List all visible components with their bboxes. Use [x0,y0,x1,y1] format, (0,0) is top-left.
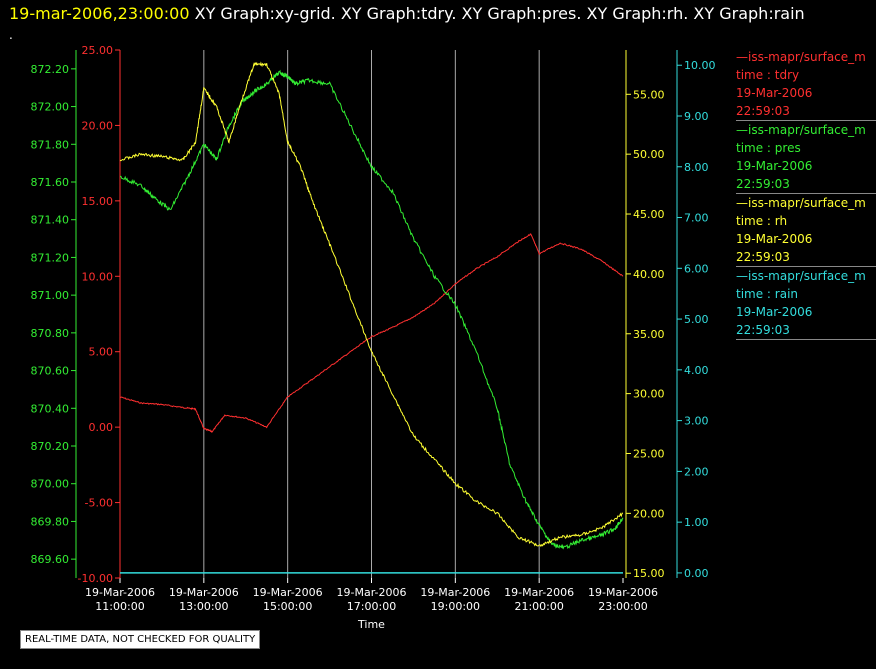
pres-tick-label: 872.00 [31,101,70,114]
pres-tick-label: 869.80 [31,515,70,528]
pres-tick-label: 870.20 [31,440,70,453]
rh-tick-label: 35.00 [633,328,665,341]
legend-date: 19-Mar-2006 [736,86,813,100]
legend-date: 19-Mar-2006 [736,305,813,319]
x-tick-label: 19-Mar-2006 [420,586,490,599]
legend-name: —iss-mapr/surface_m [736,123,866,137]
rh-tick-label: 30.00 [633,388,665,401]
rain-tick-label: 4.00 [684,364,709,377]
tdry-tick-label: -5.00 [85,497,113,510]
x-tick-label: 19-Mar-2006 [253,586,323,599]
pres-tick-label: 870.80 [31,327,70,340]
rain-tick-label: 1.00 [684,516,709,529]
legend-name: —iss-mapr/surface_m [736,50,866,64]
legend-var: time : tdry [736,68,800,82]
chart-title: 19-mar-2006,23:00:00 XY Graph:xy-grid. X… [9,4,805,23]
legend-date: 19-Mar-2006 [736,232,813,246]
series-line-rh [119,61,624,548]
x-tick-label: 13:00:00 [179,600,228,613]
legend-var: time : rh [736,214,788,228]
series-line-pres [120,69,624,550]
legend: —iss-mapr/surface_m time : tdry 19-Mar-200… [736,48,876,340]
rain-tick-label: 6.00 [684,262,709,275]
x-tick-label: 11:00:00 [95,600,144,613]
rain-tick-label: 8.00 [684,161,709,174]
legend-date: 19-Mar-2006 [736,159,813,173]
pres-tick-label: 870.40 [31,402,70,415]
legend-var: time : pres [736,141,801,155]
rh-tick-label: 20.00 [633,507,665,520]
rain-tick-label: 7.00 [684,212,709,225]
title-date: 19-mar-2006,23:00:00 [9,4,190,23]
x-tick-label: 19-Mar-2006 [169,586,239,599]
tdry-tick-label: 25.00 [82,44,114,57]
series-line-tdry [119,233,624,433]
pres-tick-label: 872.20 [31,63,70,76]
legend-time: 22:59:03 [736,250,790,264]
rh-tick-label: 55.00 [633,88,665,101]
rh-tick-label: 45.00 [633,208,665,221]
x-tick-label: 17:00:00 [347,600,396,613]
tdry-tick-label: 0.00 [89,421,114,434]
tdry-tick-label: -10.00 [78,572,113,585]
pres-tick-label: 869.60 [31,553,70,566]
pres-tick-label: 870.60 [31,365,70,378]
x-tick-label: 15:00:00 [263,600,312,613]
pres-tick-label: 870.00 [31,478,70,491]
legend-var: time : rain [736,287,799,301]
pres-tick-label: 871.40 [31,214,70,227]
pres-tick-label: 871.20 [31,251,70,264]
rh-tick-label: 25.00 [633,447,665,460]
x-tick-label: 23:00:00 [598,600,647,613]
pres-tick-label: 871.00 [31,289,70,302]
rh-tick-label: 40.00 [633,268,665,281]
legend-time: 22:59:03 [736,104,790,118]
pres-tick-label: 871.60 [31,176,70,189]
header-dot: . [9,28,13,42]
rain-tick-label: 2.00 [684,465,709,478]
quality-notice: REAL-TIME DATA, NOT CHECKED FOR QUALITY [20,630,261,649]
rain-tick-label: 10.00 [684,59,716,72]
tdry-tick-label: 15.00 [82,195,114,208]
x-tick-label: 19-Mar-2006 [337,586,407,599]
rain-tick-label: 9.00 [684,110,709,123]
tdry-tick-label: 10.00 [82,270,114,283]
x-tick-label: 21:00:00 [514,600,563,613]
x-tick-label: 19-Mar-2006 [588,586,658,599]
rain-tick-label: 3.00 [684,415,709,428]
tdry-tick-label: 20.00 [82,119,114,132]
rain-tick-label: 5.00 [684,313,709,326]
rain-tick-label: 0.00 [684,567,709,580]
rh-tick-label: 15.00 [633,567,665,580]
x-tick-label: 19-Mar-2006 [504,586,574,599]
legend-name: —iss-mapr/surface_m [736,196,866,210]
legend-name: —iss-mapr/surface_m [736,269,866,283]
legend-time: 22:59:03 [736,177,790,191]
x-tick-label: 19:00:00 [431,600,480,613]
x-axis-label: Time [357,618,385,631]
pres-tick-label: 871.80 [31,138,70,151]
rh-tick-label: 50.00 [633,148,665,161]
tdry-tick-label: 5.00 [89,346,114,359]
x-tick-label: 19-Mar-2006 [85,586,155,599]
legend-time: 22:59:03 [736,323,790,337]
title-graphs: XY Graph:xy-grid. XY Graph:tdry. XY Grap… [194,4,805,23]
